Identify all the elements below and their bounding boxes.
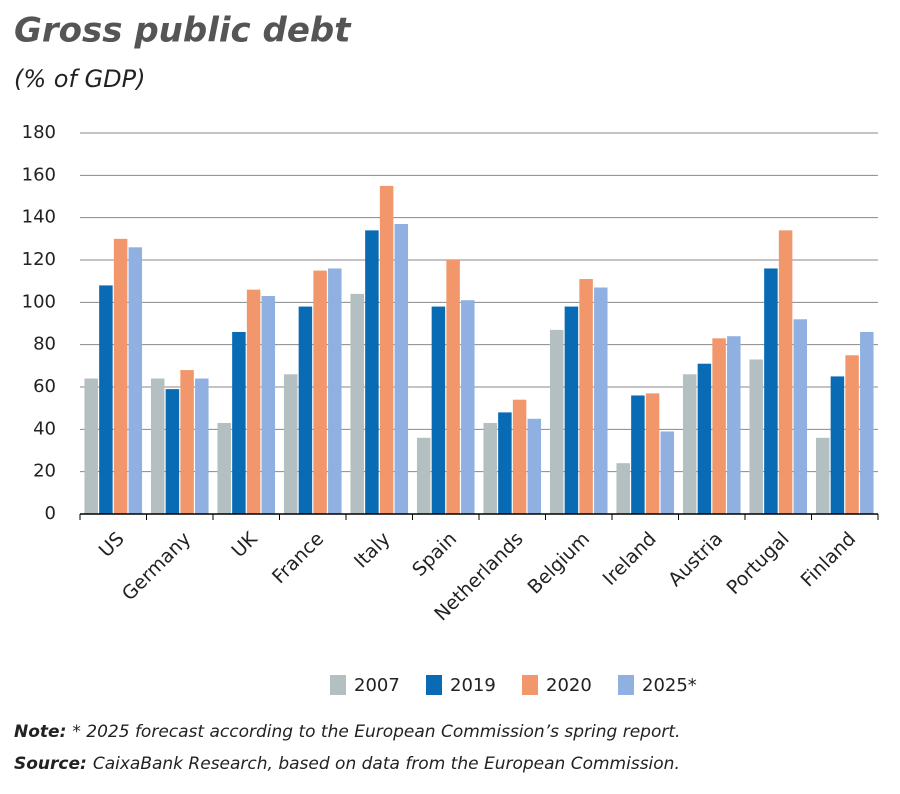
bar	[84, 378, 98, 514]
legend-swatch	[426, 675, 442, 695]
x-tick-label: Germany	[118, 528, 195, 605]
bar	[128, 247, 143, 515]
y-tick-label: 180	[22, 122, 56, 143]
bar	[394, 224, 409, 514]
bar	[113, 238, 128, 515]
bar	[579, 279, 593, 514]
bar	[350, 293, 364, 514]
legend-swatch	[618, 675, 634, 695]
x-tick-label: Austria	[664, 528, 727, 591]
bar	[246, 289, 261, 514]
bar	[793, 319, 808, 514]
y-tick-label: 80	[33, 334, 56, 355]
legend-swatch	[330, 675, 346, 695]
bar	[778, 230, 793, 514]
bar	[616, 463, 630, 514]
x-tick-label: France	[268, 528, 328, 588]
bar	[549, 329, 564, 514]
legend-label: 2019	[450, 675, 496, 696]
y-tick-label: 160	[22, 164, 56, 185]
y-tick-label: 100	[22, 291, 56, 312]
legend-label: 2020	[546, 675, 592, 696]
bar	[815, 437, 830, 514]
bar	[261, 295, 276, 514]
bar	[99, 285, 113, 514]
x-tick-label: Belgium	[524, 528, 595, 599]
y-tick-label: 140	[22, 207, 56, 228]
bar	[712, 338, 726, 514]
x-tick-label: US	[95, 528, 129, 562]
source-label: Source:	[14, 754, 87, 774]
note-label: Note:	[14, 722, 66, 742]
bar	[498, 412, 512, 514]
note-text: * 2025 forecast according to the Europea…	[72, 722, 680, 742]
bar	[165, 389, 180, 514]
bar	[527, 418, 542, 514]
x-tick-label: UK	[227, 527, 262, 562]
bar	[416, 437, 431, 514]
bar	[660, 431, 675, 514]
legend-swatch	[522, 675, 538, 695]
bar	[860, 331, 874, 514]
legend-label: 2025*	[642, 675, 697, 696]
bar	[328, 268, 342, 514]
source: Source: CaixaBank Research, based on data…	[14, 754, 680, 774]
bar	[749, 359, 763, 514]
y-tick-label: 120	[22, 249, 56, 270]
legend-label: 2007	[354, 675, 400, 696]
bar	[232, 331, 246, 514]
bar	[298, 306, 313, 514]
y-tick-label: 0	[45, 503, 56, 524]
bar	[195, 378, 209, 514]
chart-subtitle: (% of GDP)	[14, 65, 145, 93]
x-tick-label: Spain	[408, 528, 461, 581]
bar	[150, 378, 165, 514]
note: Note: * 2025 forecast according to the Eu…	[14, 722, 680, 742]
bar	[682, 374, 697, 514]
bar	[512, 399, 527, 514]
bar	[431, 306, 446, 514]
chart-title: Gross public debt	[14, 11, 352, 51]
x-tick-label: Portugal	[722, 528, 793, 599]
y-tick-label: 60	[33, 376, 56, 397]
x-tick-label: Finland	[797, 528, 861, 592]
y-tick-label: 20	[33, 461, 56, 482]
y-tick-label: 40	[33, 418, 56, 439]
bar	[180, 370, 194, 514]
bar	[764, 268, 778, 514]
x-tick-label: Ireland	[599, 528, 661, 590]
bar	[461, 300, 475, 514]
bar	[645, 393, 660, 514]
bar	[830, 376, 845, 514]
source-text: CaixaBank Research, based on data from t…	[93, 754, 680, 774]
x-tick-label: Italy	[350, 528, 395, 573]
bar	[446, 260, 460, 514]
bar	[845, 355, 859, 514]
bar	[283, 374, 298, 514]
bar	[697, 363, 712, 514]
bar	[217, 422, 231, 514]
bar	[365, 230, 379, 514]
bar	[594, 287, 608, 514]
bar	[379, 185, 394, 514]
bar	[727, 336, 741, 514]
bar	[564, 306, 579, 514]
bar	[483, 422, 497, 514]
bar	[631, 395, 645, 514]
bar	[313, 270, 327, 514]
